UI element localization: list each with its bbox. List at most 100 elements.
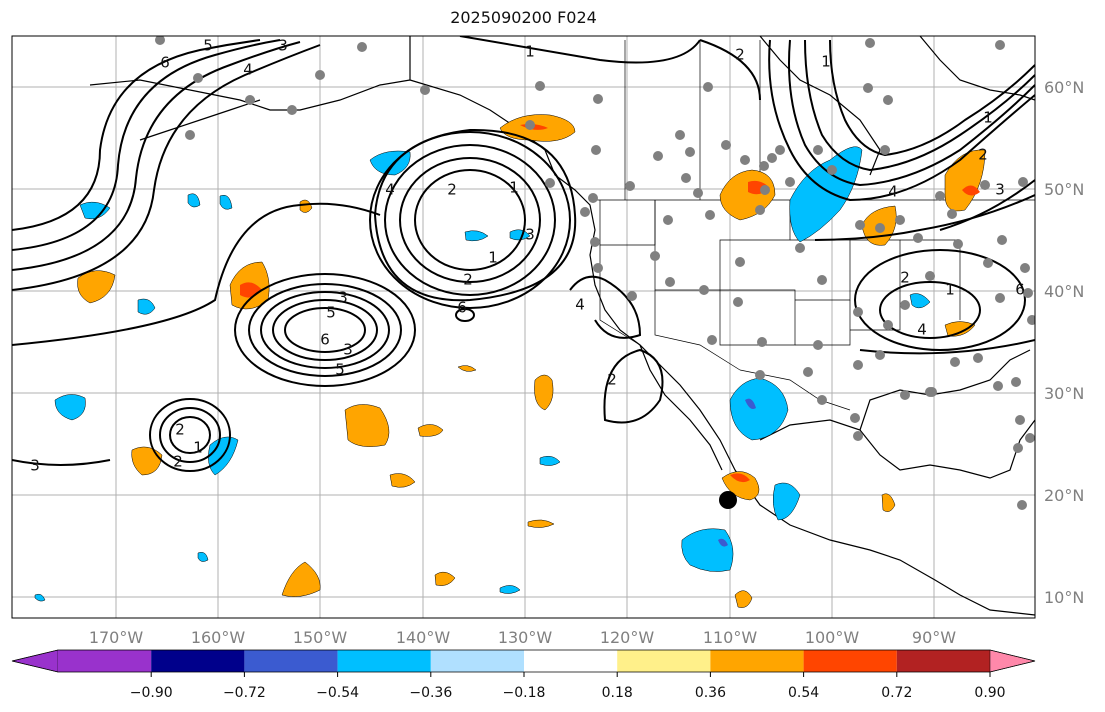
station-marker (875, 350, 885, 360)
contour-label: 2 (978, 146, 988, 164)
station-marker (185, 130, 195, 140)
station-marker (895, 215, 905, 225)
station-marker (675, 130, 685, 140)
station-marker (935, 191, 945, 201)
station-marker (980, 180, 990, 190)
station-marker (817, 275, 827, 285)
contour-label: 2 (175, 421, 185, 439)
station-marker (733, 297, 743, 307)
station-marker (767, 153, 777, 163)
station-marker (1017, 500, 1027, 510)
station-marker (775, 145, 785, 155)
colorbar-segment (244, 650, 338, 672)
lat-label: 40°N (1044, 282, 1084, 301)
station-marker (759, 161, 769, 171)
contour-label: 6 (320, 331, 330, 349)
station-markers (155, 36, 1035, 510)
contour-label: 3 (338, 289, 348, 307)
colorbar-segment (524, 650, 618, 672)
station-marker (755, 205, 765, 215)
station-marker (853, 360, 863, 370)
contour-label: 5 (326, 304, 336, 322)
contour-label: 2 (607, 371, 617, 389)
station-marker (983, 258, 993, 268)
station-marker (1020, 263, 1030, 273)
contour-label: 2 (900, 269, 910, 287)
colorbar-tick-label: −0.54 (316, 685, 359, 701)
station-marker (685, 147, 695, 157)
colorbar (11, 649, 1036, 673)
contour-label: 1 (509, 179, 519, 197)
station-marker (155, 36, 165, 45)
station-marker (735, 257, 745, 267)
colorbar-arrow-left (11, 649, 59, 673)
station-marker (1015, 415, 1025, 425)
map-frame (11, 35, 1036, 619)
colorbar-tick-labels: −0.90 −0.72 −0.54 −0.36 −0.18 0.18 0.36 0.54 0.7… (130, 672, 1006, 701)
station-marker (785, 177, 795, 187)
station-marker (693, 188, 703, 198)
station-marker (315, 70, 325, 80)
station-marker (850, 413, 860, 423)
highlight-point (719, 491, 737, 509)
contour-label: 1 (983, 109, 993, 127)
station-marker (590, 237, 600, 247)
colorbar-tick-label: 0.18 (602, 685, 633, 701)
lon-label: 160°W (191, 628, 246, 647)
station-marker (863, 83, 873, 93)
contour-label: 2 (173, 453, 183, 471)
colorbar-tick-label: 0.36 (695, 685, 726, 701)
station-marker (853, 307, 863, 317)
station-marker (1023, 288, 1033, 298)
station-marker (591, 145, 601, 155)
contour-label: 6 (1015, 281, 1025, 299)
station-marker (925, 387, 935, 397)
colorbar-segment (710, 650, 804, 672)
station-marker (883, 320, 893, 330)
contour-label: 4 (385, 181, 395, 199)
station-marker (535, 81, 545, 91)
station-marker (625, 181, 635, 191)
contour-label: 3 (995, 181, 1005, 199)
station-marker (1011, 377, 1021, 387)
contour-label: 2 (447, 181, 457, 199)
lon-label: 150°W (293, 628, 348, 647)
contour-label: 1 (945, 281, 955, 299)
station-marker (287, 105, 297, 115)
station-marker (883, 95, 893, 105)
station-marker (997, 235, 1007, 245)
station-marker (588, 193, 598, 203)
shaded-fields (34, 114, 986, 608)
station-marker (1025, 433, 1035, 443)
station-marker (813, 340, 823, 350)
station-marker (757, 337, 767, 347)
station-marker (993, 381, 1003, 391)
colorbar-segment (430, 650, 524, 672)
station-marker (925, 271, 935, 281)
colorbar-segment (803, 650, 897, 672)
lat-label: 50°N (1044, 180, 1084, 199)
station-marker (193, 73, 203, 83)
colorbar-tick-label: −0.18 (503, 685, 546, 701)
station-marker (995, 293, 1005, 303)
station-marker (853, 431, 863, 441)
station-marker (593, 263, 603, 273)
station-marker (663, 215, 673, 225)
station-marker (953, 239, 963, 249)
station-marker (545, 178, 555, 188)
lon-label: 170°W (89, 628, 144, 647)
colorbar-tick-label: 0.90 (974, 685, 1005, 701)
lat-label: 60°N (1044, 78, 1084, 97)
station-marker (525, 120, 535, 130)
colorbar-tick-label: 0.54 (788, 685, 819, 701)
station-marker (795, 243, 805, 253)
contour-label: 3 (278, 37, 288, 55)
longitude-labels: 170°W 160°W 150°W 140°W 130°W 120°W 110°W 100°W… (89, 628, 956, 647)
station-marker (900, 390, 910, 400)
station-marker (420, 85, 430, 95)
colorbar-tick-label: −0.90 (130, 685, 173, 701)
station-marker (827, 165, 837, 175)
contour-label: 1 (488, 249, 498, 267)
